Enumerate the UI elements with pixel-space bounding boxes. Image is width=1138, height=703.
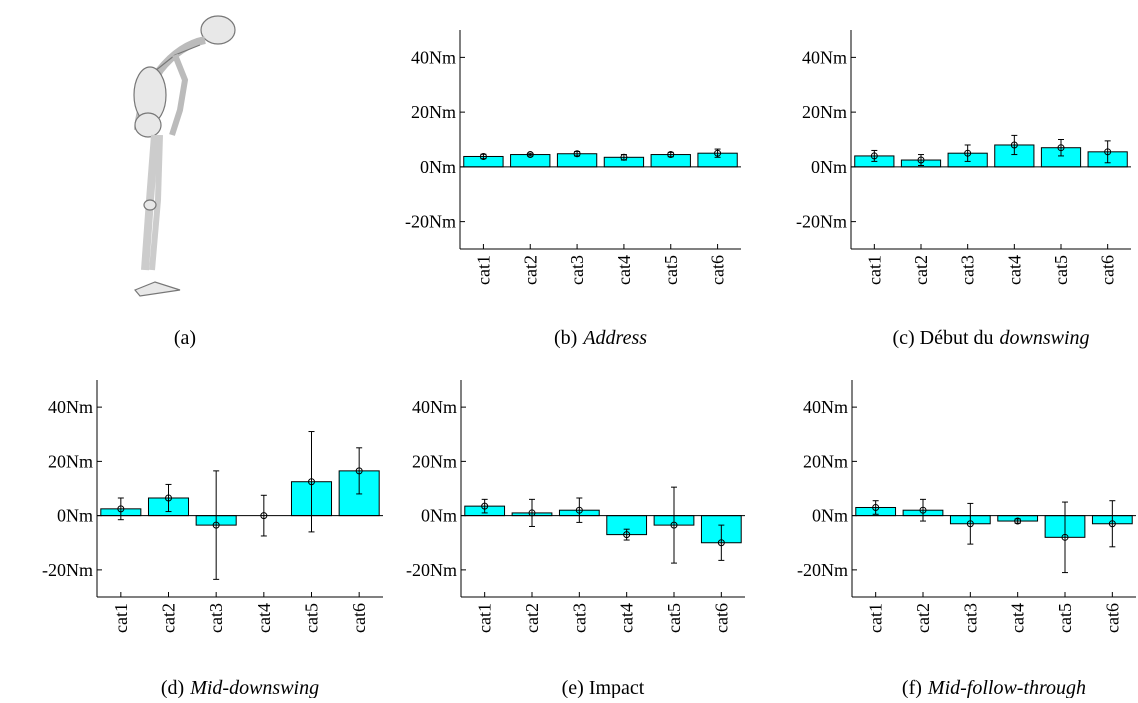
x-tick-label: cat1	[473, 255, 493, 285]
x-tick-label: cat5	[1055, 603, 1075, 633]
x-tick-label: cat2	[159, 603, 179, 633]
x-tick-label: cat4	[614, 255, 634, 285]
mean-marker	[620, 153, 628, 161]
skeleton-illustration	[133, 15, 236, 297]
x-tick-label: cat4	[1008, 603, 1028, 633]
mean-marker	[117, 505, 125, 513]
y-tick-label: 20Nm	[412, 451, 457, 471]
x-tick-label: cat1	[864, 255, 884, 285]
mean-marker	[575, 506, 583, 514]
mean-marker	[308, 478, 315, 486]
x-tick-label: cat3	[206, 603, 226, 633]
caption-part: (d)	[161, 677, 184, 698]
caption-part: (b)	[554, 327, 577, 349]
x-tick-label: cat2	[520, 255, 540, 285]
y-tick-label: -20Nm	[42, 560, 93, 580]
mean-marker	[1057, 144, 1065, 152]
mean-marker	[1010, 141, 1018, 149]
caption: (e) Impact	[562, 677, 645, 698]
x-tick-label: cat5	[1051, 255, 1071, 285]
mean-marker	[526, 151, 534, 159]
x-tick-label: cat2	[522, 603, 542, 633]
x-tick-label: cat3	[958, 255, 978, 285]
mean-marker	[966, 520, 974, 528]
mean-marker	[1014, 517, 1022, 525]
y-tick-label: -20Nm	[406, 560, 457, 580]
y-tick-label: 0Nm	[420, 157, 456, 177]
y-tick-label: -20Nm	[796, 212, 847, 232]
caption-part: downswing	[1000, 327, 1090, 349]
y-tick-label: 20Nm	[803, 451, 848, 471]
y-tick-label: 0Nm	[57, 506, 93, 526]
y-tick-label: 20Nm	[802, 102, 847, 122]
x-tick-label: cat5	[661, 255, 681, 285]
y-tick-label: 40Nm	[803, 397, 848, 417]
x-tick-label: cat3	[569, 603, 589, 633]
x-tick-label: cat2	[913, 603, 933, 633]
y-tick-label: 20Nm	[411, 102, 456, 122]
caption-part: Address	[581, 327, 647, 349]
mean-marker	[670, 521, 678, 529]
x-tick-label: cat6	[1102, 603, 1122, 633]
x-tick-label: cat6	[1098, 255, 1118, 285]
y-tick-label: 40Nm	[802, 47, 847, 67]
mean-marker	[623, 531, 631, 539]
x-tick-label: cat4	[1004, 255, 1024, 285]
y-tick-label: 0Nm	[812, 506, 848, 526]
caption-part: (e) Impact	[562, 677, 645, 698]
y-tick-label: -20Nm	[797, 560, 848, 580]
y-tick-label: 40Nm	[412, 397, 457, 417]
caption: (f) Mid-follow-through	[902, 677, 1086, 698]
caption: (a)	[174, 327, 196, 349]
mean-marker	[667, 151, 675, 159]
x-tick-label: cat1	[111, 603, 131, 633]
x-tick-label: cat3	[567, 255, 587, 285]
y-tick-label: 0Nm	[421, 506, 457, 526]
mean-marker	[212, 521, 220, 529]
caption: (b) Address	[554, 327, 647, 349]
x-tick-label: cat6	[711, 603, 731, 633]
mean-marker	[964, 149, 972, 157]
mean-marker	[573, 150, 581, 158]
x-tick-label: cat3	[960, 603, 980, 633]
y-tick-label: 0Nm	[811, 157, 847, 177]
mean-marker	[717, 539, 725, 547]
x-tick-label: cat5	[302, 603, 322, 633]
y-tick-label: 20Nm	[48, 451, 93, 471]
x-tick-label: cat5	[664, 603, 684, 633]
x-tick-label: cat1	[475, 603, 495, 633]
caption: (c) Début du downswing	[892, 327, 1089, 349]
y-tick-label: 40Nm	[48, 397, 93, 417]
y-tick-label: -20Nm	[405, 212, 456, 232]
caption-part: (c) Début du	[892, 327, 993, 349]
mean-marker	[1108, 520, 1116, 528]
mean-marker	[919, 506, 927, 514]
mean-marker	[355, 467, 363, 475]
mean-marker	[872, 503, 880, 511]
mean-marker	[479, 152, 487, 160]
x-tick-label: cat4	[617, 603, 637, 633]
mean-marker	[165, 494, 172, 502]
mean-marker	[917, 156, 925, 164]
x-tick-label: cat6	[349, 603, 369, 633]
x-tick-label: cat2	[911, 255, 931, 285]
caption-part: Mid-downswing	[189, 677, 319, 698]
y-tick-label: 40Nm	[411, 47, 456, 67]
caption-part: (f)	[902, 677, 922, 698]
mean-marker	[481, 502, 489, 510]
mean-marker	[1104, 148, 1112, 156]
mean-marker	[870, 152, 878, 160]
caption-part: Mid-follow-through	[927, 677, 1086, 698]
x-tick-label: cat6	[708, 255, 728, 285]
x-tick-label: cat4	[254, 603, 274, 633]
mean-marker	[1061, 533, 1069, 541]
caption: (d) Mid-downswing	[161, 677, 319, 698]
x-tick-label: cat1	[866, 603, 886, 633]
mean-marker	[714, 149, 722, 157]
